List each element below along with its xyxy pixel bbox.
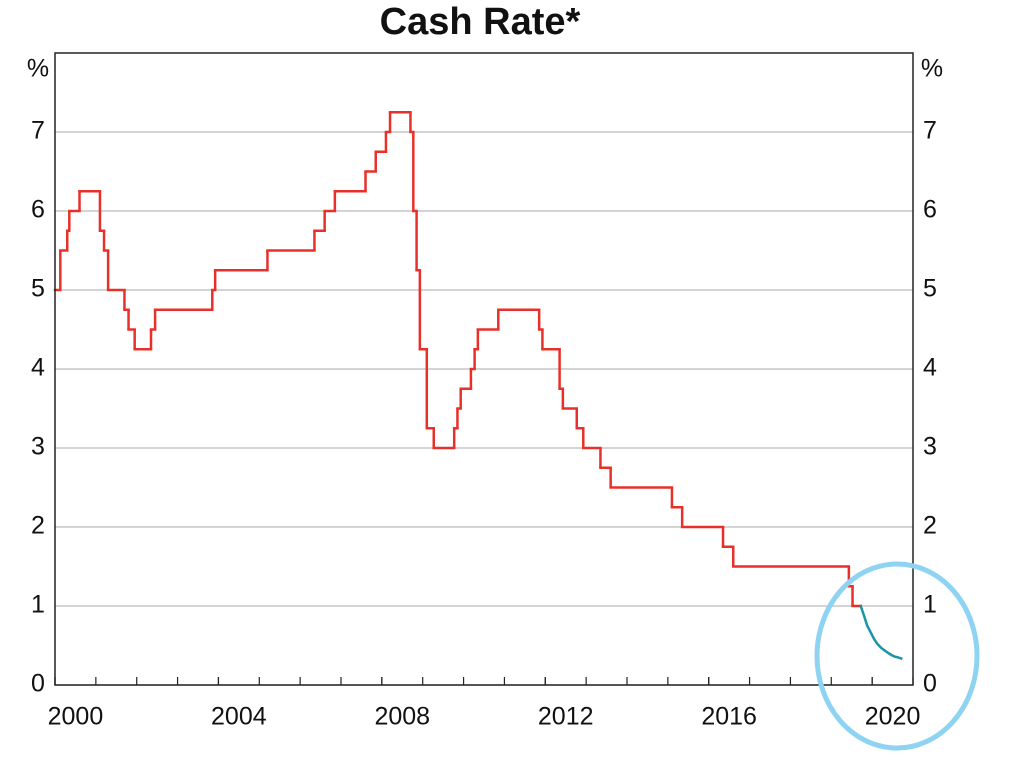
y-tick-label-right: 6 — [923, 196, 937, 224]
plot-frame — [54, 52, 914, 686]
y-tick-label-right: 5 — [923, 275, 937, 303]
x-tick-label: 2000 — [48, 703, 104, 731]
series-line — [859, 605, 903, 661]
y-unit-right: % — [921, 55, 943, 83]
x-tick-label: 2020 — [865, 703, 921, 731]
y-tick-label-right: 2 — [923, 512, 937, 540]
y-tick-label: 1 — [31, 591, 45, 619]
y-tick-label: 7 — [31, 117, 45, 145]
y-tick-label-right: 3 — [923, 433, 937, 461]
y-tick-label-right: 7 — [923, 117, 937, 145]
plot-area: 0 0 1 1 2 2 3 3 4 4 5 5 6 6 7 7 2000 2004 2008 2012 2016 2020 — [31, 111, 937, 731]
x-tick-label: 2012 — [538, 703, 594, 731]
x-tick-label: 2016 — [701, 703, 757, 731]
y-tick-label: 5 — [31, 275, 45, 303]
highlight-circle — [814, 561, 980, 751]
chart-title: Cash Rate* — [380, 1, 581, 43]
y-tick-label-right: 0 — [923, 670, 937, 698]
y-tick-label: 4 — [31, 354, 45, 382]
y-tick-label: 0 — [31, 670, 45, 698]
x-tick-label: 2004 — [211, 703, 267, 731]
y-tick-label-right: 1 — [923, 591, 937, 619]
y-tick-label-right: 4 — [923, 354, 937, 382]
y-tick-label: 6 — [31, 196, 45, 224]
y-tick-label: 3 — [31, 433, 45, 461]
y-tick-label: 2 — [31, 512, 45, 540]
x-tick-label: 2008 — [374, 703, 430, 731]
y-unit-left: % — [27, 55, 49, 83]
